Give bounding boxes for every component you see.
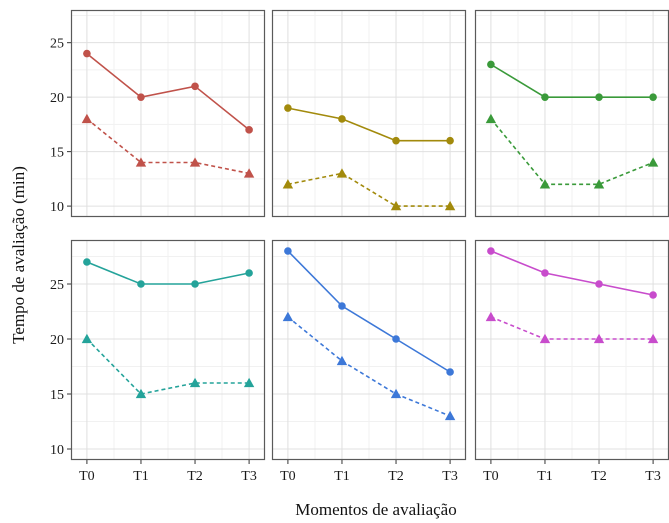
- x-tick-label: T0: [483, 469, 499, 484]
- data-point-triangle: [81, 333, 93, 344]
- x-tick-label: T2: [591, 469, 607, 484]
- data-point-triangle: [647, 157, 659, 167]
- data-point-circle: [338, 302, 346, 310]
- x-axis-title: Momentos de avaliação: [295, 500, 456, 519]
- data-point-circle: [446, 136, 454, 145]
- data-point-triangle: [336, 355, 348, 366]
- series-line-solid: [86, 52, 250, 131]
- data-point-circle: [83, 49, 91, 58]
- data-point-triangle: [485, 113, 497, 124]
- panel-border: [70, 239, 266, 461]
- data-point-circle: [487, 60, 495, 69]
- x-axis-ticks: T0 T1 T2 T3 T0 T1 T2 T3 T0 T1 T2 T3: [79, 460, 661, 484]
- x-tick-label: T0: [280, 469, 296, 484]
- series-line-dashed: [287, 316, 451, 417]
- data-point-triangle: [647, 333, 659, 344]
- panel-border: [271, 9, 467, 218]
- series-line-solid: [490, 63, 654, 98]
- series-line-solid: [490, 250, 654, 296]
- data-point-circle: [137, 93, 145, 101]
- data-point-circle: [191, 82, 199, 91]
- data-point-circle: [649, 93, 657, 101]
- data-point-triangle: [485, 311, 497, 322]
- y-tick-label: 20: [50, 91, 64, 106]
- data-point-circle: [649, 291, 657, 299]
- y-axis-title: Tempo de avaliação (min): [9, 166, 28, 344]
- data-point-triangle: [282, 179, 294, 189]
- series-line-solid: [287, 107, 451, 142]
- series-line-solid: [86, 261, 250, 285]
- x-tick-label: T3: [241, 469, 257, 484]
- panel-border: [70, 9, 266, 218]
- panel-r1-c2: [474, 239, 669, 461]
- data-point-triangle: [189, 377, 201, 388]
- data-point-triangle: [336, 168, 348, 178]
- data-point-circle: [487, 247, 495, 255]
- data-point-triangle: [539, 179, 551, 189]
- x-tick-label: T2: [187, 469, 203, 484]
- panel-r1-c1: [271, 239, 467, 461]
- x-tick-label: T2: [388, 469, 404, 484]
- data-point-circle: [338, 115, 346, 123]
- data-point-circle: [284, 104, 292, 112]
- data-point-circle: [392, 335, 400, 343]
- x-tick-label: T0: [79, 469, 95, 484]
- data-point-circle: [245, 269, 253, 277]
- data-point-triangle: [593, 333, 605, 344]
- y-tick-label: 20: [50, 333, 64, 348]
- data-point-circle: [392, 136, 400, 145]
- y-tick-label: 10: [50, 443, 64, 458]
- data-point-circle: [446, 368, 454, 376]
- data-point-triangle: [539, 333, 551, 344]
- series-line-dashed: [490, 118, 654, 186]
- panel-border: [271, 239, 467, 461]
- data-point-circle: [191, 280, 199, 288]
- data-point-triangle: [189, 157, 201, 167]
- series-line-dashed: [287, 172, 451, 207]
- data-point-triangle: [135, 388, 147, 399]
- data-point-triangle: [282, 311, 294, 322]
- x-tick-label: T3: [442, 469, 458, 484]
- panels: [70, 9, 669, 461]
- data-point-circle: [284, 247, 292, 255]
- series-line-dashed: [86, 338, 250, 395]
- x-tick-label: T1: [133, 469, 149, 484]
- y-axis-ticks: 10 15 20 25 10 15 20 25: [50, 37, 71, 458]
- data-point-triangle: [390, 200, 402, 211]
- series-line-dashed: [490, 316, 654, 340]
- data-point-triangle: [243, 377, 255, 388]
- data-point-circle: [595, 93, 603, 101]
- data-point-circle: [83, 258, 91, 266]
- data-point-circle: [541, 93, 549, 101]
- y-tick-label: 25: [50, 37, 64, 52]
- panel-r1-c0: [70, 239, 266, 461]
- data-point-circle: [245, 126, 253, 134]
- x-tick-label: T3: [645, 469, 661, 484]
- data-point-triangle: [444, 200, 456, 211]
- y-tick-label: 10: [50, 200, 64, 215]
- y-tick-label: 15: [50, 146, 64, 161]
- data-point-triangle: [444, 410, 456, 421]
- series-line-solid: [287, 250, 451, 373]
- data-point-circle: [137, 280, 145, 288]
- x-tick-label: T1: [334, 469, 350, 484]
- y-tick-label: 15: [50, 388, 64, 403]
- data-point-circle: [595, 280, 603, 288]
- data-point-triangle: [135, 157, 147, 167]
- data-point-triangle: [243, 168, 255, 178]
- data-point-triangle: [390, 388, 402, 399]
- panel-r0-c2: [474, 9, 669, 218]
- y-tick-label: 25: [50, 278, 64, 293]
- data-point-triangle: [81, 113, 93, 124]
- data-point-triangle: [593, 179, 605, 189]
- data-point-circle: [541, 269, 549, 277]
- panel-r0-c1: [271, 9, 467, 218]
- x-tick-label: T1: [537, 469, 553, 484]
- panel-r0-c0: [70, 9, 266, 218]
